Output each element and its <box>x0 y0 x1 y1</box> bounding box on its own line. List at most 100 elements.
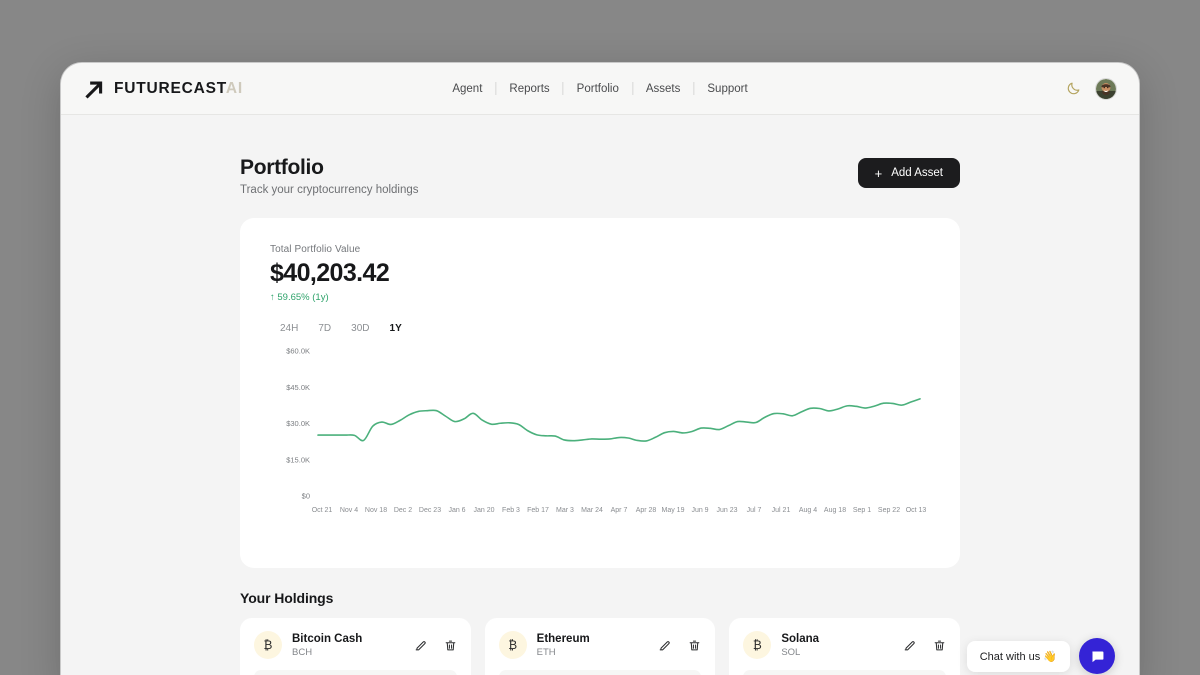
x-axis-tick-label: Aug 4 <box>799 507 817 514</box>
x-axis-tick-label: Jul 21 <box>772 507 791 514</box>
x-axis-tick-label: Feb 17 <box>527 507 549 514</box>
x-axis-tick-label: Nov 4 <box>340 507 358 514</box>
nav-item-assets[interactable]: Assets <box>645 82 681 95</box>
holding-card-header: ₿ Solana SOL <box>743 631 946 660</box>
range-tab-1y[interactable]: 1Y <box>389 322 402 334</box>
coin-name: Bitcoin Cash <box>292 633 363 645</box>
x-axis-tick-label: Dec 23 <box>419 507 441 514</box>
nav-divider <box>693 82 695 95</box>
browser-window: FUTURECASTAI Agent Reports Portfolio Ass… <box>60 62 1140 675</box>
range-tab-30d[interactable]: 30D <box>351 322 370 334</box>
time-range-tabs: 24H 7D 30D 1Y <box>270 320 930 337</box>
edit-pencil-icon[interactable] <box>903 639 916 652</box>
page-header: Portfolio Track your cryptocurrency hold… <box>240 155 960 196</box>
portfolio-line-chart: $60.0K $45.0K $30.0K $15.0K $0 Oct 21 Nov 4 No… <box>270 345 930 520</box>
nav-item-agent[interactable]: Agent <box>452 82 483 95</box>
x-axis-tick-label: Sep 22 <box>878 507 900 514</box>
coin-icon: ₿ <box>498 631 527 660</box>
nav-divider <box>562 82 564 95</box>
chat-with-us-bubble[interactable]: Chat with us 👋 <box>966 640 1070 672</box>
nav-divider <box>495 82 497 95</box>
x-axis-tick-label: Oct 13 <box>906 507 927 514</box>
page-subtitle: Track your cryptocurrency holdings <box>240 184 419 197</box>
trash-icon[interactable] <box>933 639 946 652</box>
x-axis-tick-label: Apr 7 <box>611 507 628 514</box>
x-axis-tick-label: Mar 24 <box>581 507 603 514</box>
y-axis-tick-label: $45.0K <box>286 383 310 392</box>
x-axis-tick-label: Nov 18 <box>365 507 387 514</box>
range-tab-7d[interactable]: 7D <box>318 322 332 334</box>
x-axis-labels: Oct 21 Nov 4 Nov 18 Dec 2 Dec 23 Jan 6 Jan 20 F… <box>312 507 927 514</box>
brand-name-suffix: AI <box>225 79 244 97</box>
y-axis-tick-label: $30.0K <box>286 419 310 428</box>
avatar[interactable] <box>1095 77 1117 100</box>
coin-meta: Ethereum ETH <box>537 632 649 658</box>
holdings-section-title: Your Holdings <box>240 590 334 607</box>
chat-widget: Chat with us 👋 <box>966 638 1115 674</box>
top-navigation-bar: FUTURECASTAI Agent Reports Portfolio Ass… <box>61 63 1139 115</box>
holding-card[interactable]: ₿ Solana SOL <box>729 618 960 675</box>
holding-card[interactable]: ₿ Bitcoin Cash BCH <box>240 618 471 675</box>
chart-svg: $60.0K $45.0K $30.0K $15.0K $0 Oct 21 Nov 4 No… <box>286 347 927 514</box>
y-axis-labels: $60.0K $45.0K $30.0K $15.0K $0 <box>286 347 310 501</box>
holding-card-header: ₿ Bitcoin Cash BCH <box>254 631 457 660</box>
x-axis-tick-label: Aug 18 <box>824 507 846 514</box>
brand-name-text: FUTURECAST <box>114 79 226 97</box>
plus-icon: + <box>874 165 883 181</box>
edit-pencil-icon[interactable] <box>658 639 671 652</box>
add-asset-button[interactable]: + Add Asset <box>857 158 960 188</box>
page-heading-group: Portfolio Track your cryptocurrency hold… <box>240 155 419 196</box>
coin-name: Ethereum <box>536 633 590 645</box>
holding-card[interactable]: ₿ Ethereum ETH <box>484 618 716 675</box>
trash-icon[interactable] <box>444 639 457 652</box>
x-axis-tick-label: Mar 3 <box>556 507 574 514</box>
ai-score-row: AI Score: -4 (Slightly Bearish) +1 <box>498 670 702 675</box>
coin-meta: Bitcoin Cash BCH <box>292 632 404 658</box>
total-portfolio-value-label: Total Portfolio Value <box>270 244 361 256</box>
coin-symbol: BCH <box>292 647 313 659</box>
coin-symbol: ETH <box>536 647 556 659</box>
total-portfolio-value: $40,203.42 <box>270 259 390 288</box>
brand-logo[interactable]: FUTURECASTAI <box>83 78 243 100</box>
x-axis-tick-label: Dec 2 <box>394 507 412 514</box>
arrow-up-right-icon <box>85 80 103 99</box>
nav-item-reports[interactable]: Reports <box>509 82 550 95</box>
nav-right-controls <box>1066 77 1117 100</box>
coin-icon: ₿ <box>743 631 772 660</box>
x-axis-tick-label: Feb 3 <box>502 507 520 514</box>
chat-bubble-icon <box>1091 651 1103 662</box>
coin-symbol: SOL <box>781 647 801 659</box>
portfolio-change-badge: ↑ 59.65% (1y) <box>270 291 329 303</box>
coin-meta: Solana SOL <box>781 632 893 658</box>
x-axis-tick-label: Oct 21 <box>312 507 333 514</box>
x-axis-tick-label: Jan 20 <box>473 507 494 514</box>
chat-launcher-button[interactable] <box>1079 638 1115 674</box>
chart-line-series <box>317 397 921 442</box>
holding-card-actions <box>414 639 457 652</box>
y-axis-tick-label: $0 <box>302 492 310 501</box>
page-content: Portfolio Track your cryptocurrency hold… <box>61 115 1139 675</box>
y-axis-tick-label: $15.0K <box>286 455 310 464</box>
add-asset-label: Add Asset <box>891 167 943 179</box>
x-axis-tick-label: Jan 6 <box>448 507 465 514</box>
trash-icon[interactable] <box>688 639 701 652</box>
primary-nav: Agent Reports Portfolio Assets Support <box>439 82 760 95</box>
x-axis-tick-label: Jul 7 <box>747 507 762 514</box>
range-tab-24h[interactable]: 24H <box>280 322 299 334</box>
holdings-grid: ₿ Bitcoin Cash BCH <box>240 618 960 675</box>
moon-icon[interactable] <box>1066 81 1081 96</box>
nav-divider <box>631 82 633 95</box>
x-axis-tick-label: Sep 1 <box>853 507 871 514</box>
x-axis-tick-label: Jun 23 <box>716 507 737 514</box>
portfolio-value-card: Total Portfolio Value $40,203.42 ↑ 59.65… <box>240 218 960 569</box>
nav-item-portfolio[interactable]: Portfolio <box>576 82 619 95</box>
nav-item-support[interactable]: Support <box>707 82 748 95</box>
edit-pencil-icon[interactable] <box>414 639 427 652</box>
x-axis-tick-label: Jun 9 <box>691 507 708 514</box>
holding-card-actions <box>658 639 701 652</box>
x-axis-tick-label: May 19 <box>662 507 685 514</box>
coin-icon: ₿ <box>254 631 282 660</box>
page-title: Portfolio <box>240 156 324 179</box>
x-axis-tick-label: Apr 28 <box>636 507 657 514</box>
brand-name: FUTURECASTAI <box>114 80 243 98</box>
